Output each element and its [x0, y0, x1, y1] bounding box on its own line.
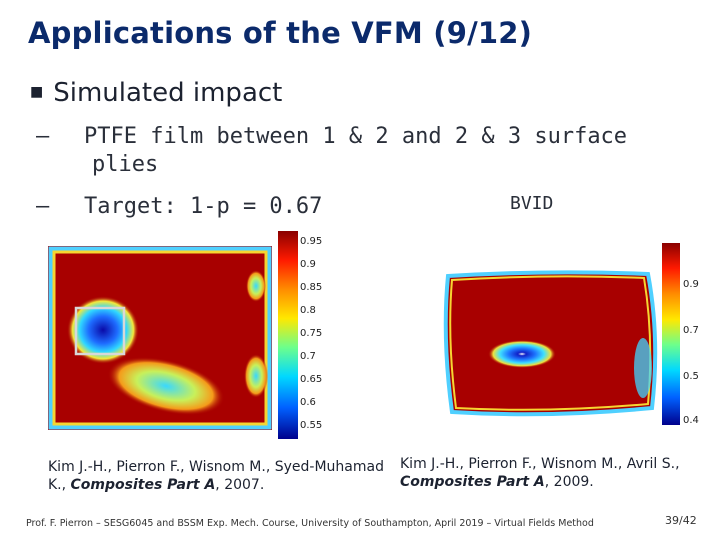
tick-label: 0.85	[300, 282, 323, 293]
bullet-text: Simulated impact	[53, 78, 283, 108]
tick-label: 0.8	[300, 305, 316, 316]
ref-year: , 2009.	[544, 474, 594, 490]
dash-marker: –	[36, 194, 50, 219]
colorbar-right	[662, 243, 680, 425]
sub-bullet-ptfe: – PTFE film between 1 & 2 and 2 & 3 surfa…	[36, 124, 627, 149]
tick-label: 0.7	[683, 325, 699, 336]
ref-authors: Kim J.-H., Pierron F., Wisnom M., Syed-M…	[48, 459, 384, 493]
tick-label: 0.75	[300, 328, 323, 339]
tick-label: 0.9	[300, 259, 316, 270]
sub-bullet-ptfe-continued: plies	[92, 152, 159, 177]
tick-label: 0.5	[683, 371, 699, 382]
tick-label: 0.55	[300, 420, 323, 431]
tick-label: 0.9	[683, 279, 699, 290]
tick-label: 0.95	[300, 236, 323, 247]
tick-label: 0.7	[300, 351, 316, 362]
sub-bullet-target: – Target: 1-p = 0.67	[36, 194, 322, 219]
slide-footer: Prof. F. Pierron – SESG6045 and BSSM Exp…	[26, 518, 594, 529]
ref-year: , 2007.	[215, 477, 265, 493]
dash-marker: –	[36, 124, 50, 149]
sub-bullet-target-text: Target: 1-p = 0.67	[84, 194, 323, 219]
sub-bullet-ptfe-text: PTFE film between 1 & 2 and 2 & 3 surfac…	[84, 124, 628, 149]
page-number: 39/42	[665, 514, 697, 527]
tick-label: 0.6	[300, 397, 316, 408]
ref-journal: Composites Part A	[400, 474, 545, 490]
slide-title: Applications of the VFM (9/12)	[28, 16, 533, 50]
colorbar-left	[278, 231, 298, 439]
stiffness-map-bvid	[438, 268, 664, 420]
colorbar-left-ticks: 0.95 0.9 0.85 0.8 0.75 0.7 0.65 0.6 0.55	[300, 236, 360, 436]
reference-2007: Kim J.-H., Pierron F., Wisnom M., Syed-M…	[48, 458, 388, 494]
square-bullet-icon: ■	[30, 84, 44, 100]
tick-label: 0.65	[300, 374, 323, 385]
colorbar-right-ticks: 0.9 0.7 0.5 0.4	[683, 243, 703, 425]
reference-2009: Kim J.-H., Pierron F., Wisnom M., Avril …	[400, 455, 700, 491]
bvid-label: BVID	[510, 193, 554, 214]
ref-journal: Composites Part A	[70, 477, 216, 493]
stiffness-map-left	[48, 246, 272, 430]
ref-authors: Kim J.-H., Pierron F., Wisnom M., Avril …	[400, 456, 680, 472]
tick-label: 0.4	[683, 415, 699, 425]
bullet-simulated-impact: ■ Simulated impact	[30, 78, 282, 108]
